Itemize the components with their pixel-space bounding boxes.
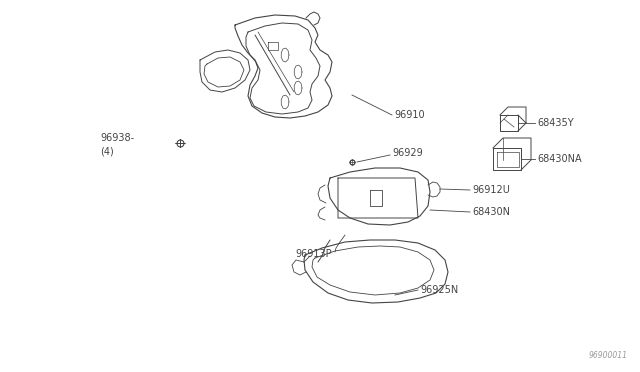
- Text: (4): (4): [100, 146, 114, 156]
- Text: 96913P: 96913P: [295, 249, 332, 259]
- Text: 96929: 96929: [392, 148, 423, 158]
- Text: 96938-: 96938-: [100, 133, 134, 143]
- Text: 96912U: 96912U: [472, 185, 510, 195]
- Text: 68430NA: 68430NA: [537, 154, 582, 164]
- Text: 68435Y: 68435Y: [537, 118, 573, 128]
- Text: 96925N: 96925N: [420, 285, 458, 295]
- Text: 96910: 96910: [394, 110, 424, 120]
- Text: 68430N: 68430N: [472, 207, 510, 217]
- Text: 96900011: 96900011: [589, 351, 628, 360]
